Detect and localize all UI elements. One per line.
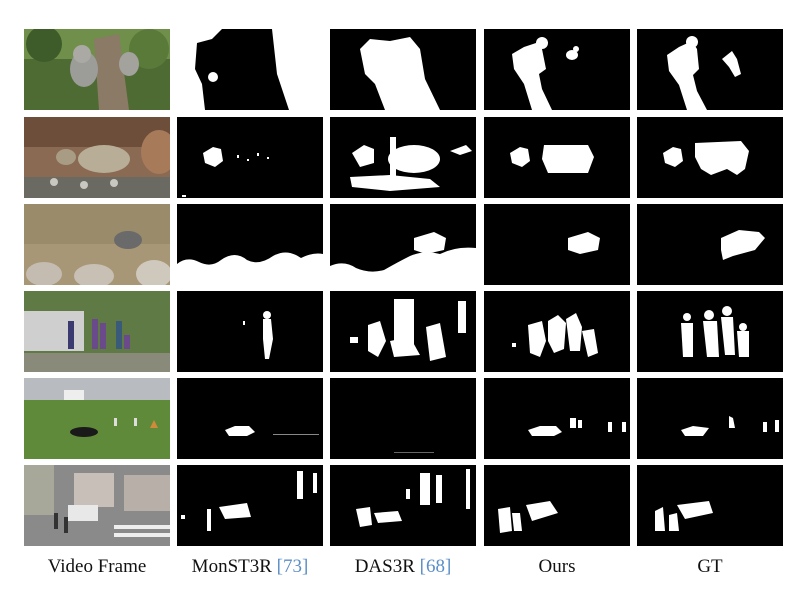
caption-das3r-citation[interactable]: [68] [419,556,452,577]
video-frame-dog [24,378,170,459]
mask-gt-dog [637,378,783,459]
caption-ours: Ours [484,556,630,578]
mask-das3r-people [330,291,476,372]
video-frame-koala [24,29,170,110]
mask-ours-sheep [484,204,630,285]
mask-ours-street [484,465,630,546]
mask-monst3r-people [177,291,323,372]
mask-monst3r-street [177,465,323,546]
mask-das3r-koala [330,29,476,110]
mask-monst3r-dog [177,378,323,459]
mask-das3r-sheep [330,204,476,285]
mask-gt-sheep [637,204,783,285]
mask-das3r-street [330,465,476,546]
caption-video-frame: Video Frame [24,556,170,578]
mask-ours-koala [484,29,630,110]
caption-ours-label: Ours [538,556,576,577]
mask-monst3r-rhino [177,117,323,198]
caption-monst3r-citation-number: 73 [283,556,302,577]
caption-gt: GT [637,556,783,578]
caption-monst3r-label: MonST3R [191,556,272,577]
video-frame-street [24,465,170,546]
video-frame-rhino [24,117,170,198]
caption-das3r-citation-number: 68 [425,556,445,577]
caption-monst3r-citation[interactable]: [73] [276,556,309,577]
mask-gt-street [637,465,783,546]
video-frame-people [24,291,170,372]
mask-das3r-dog [330,378,476,459]
mask-gt-people [637,291,783,372]
mask-monst3r-koala [177,29,323,110]
caption-gt-label: GT [697,556,723,577]
mask-gt-koala [637,29,783,110]
video-frame-sheep [24,204,170,285]
mask-gt-rhino [637,117,783,198]
mask-monst3r-sheep [177,204,323,285]
mask-ours-people [484,291,630,372]
caption-das3r: DAS3R [68] [330,556,476,578]
caption-video-frame-label: Video Frame [47,556,147,577]
mask-ours-rhino [484,117,630,198]
caption-das3r-label: DAS3R [354,556,415,577]
mask-das3r-rhino [330,117,476,198]
mask-ours-dog [484,378,630,459]
caption-monst3r: MonST3R [73] [177,556,323,578]
